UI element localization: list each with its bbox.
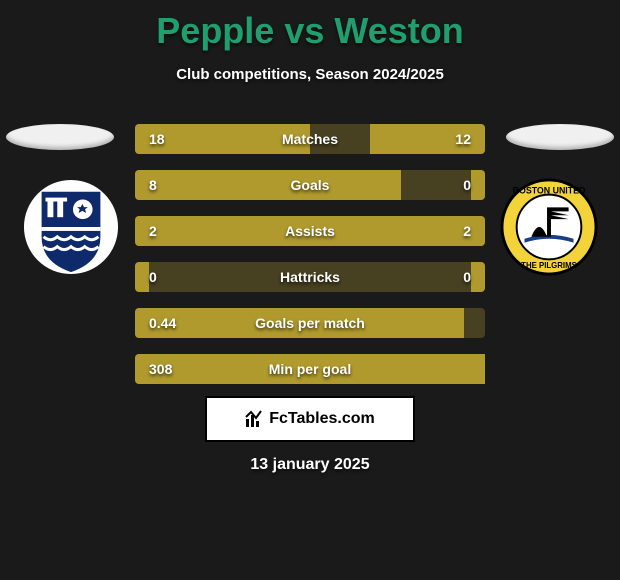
source-label: FcTables.com [269,410,375,428]
club-crest-left [22,178,120,276]
stat-label: Matches [135,124,485,154]
stat-value-right: 0 [463,262,471,292]
stat-value-right: 2 [463,216,471,246]
club-crest-right: BOSTON UNITED THE PILGRIMS [500,178,598,276]
stat-label: Min per goal [135,354,485,384]
stat-row: 0.44 Goals per match [135,308,485,338]
stat-row: 308 Min per goal [135,354,485,384]
player-photo-placeholder-left [6,124,114,150]
fctables-logo-icon [245,409,265,429]
player-photo-placeholder-right [506,124,614,150]
stat-value-right: 0 [463,170,471,200]
stat-row: 2 Assists 2 [135,216,485,246]
infographic-date: 13 january 2025 [0,456,620,474]
stat-row: 18 Matches 12 [135,124,485,154]
stat-row: 8 Goals 0 [135,170,485,200]
stat-label: Hattricks [135,262,485,292]
svg-text:BOSTON UNITED: BOSTON UNITED [513,186,586,196]
stat-value-right: 12 [455,124,471,154]
source-attribution[interactable]: FcTables.com [205,396,415,442]
page-subtitle: Club competitions, Season 2024/2025 [0,66,620,83]
stats-area: 18 Matches 12 8 Goals 0 2 Assists 2 0 Ha… [135,124,485,400]
stat-label: Assists [135,216,485,246]
stat-label: Goals per match [135,308,485,338]
page-title: Pepple vs Weston [0,0,620,52]
stat-label: Goals [135,170,485,200]
svg-text:THE PILGRIMS: THE PILGRIMS [521,261,577,270]
stat-row: 0 Hattricks 0 [135,262,485,292]
